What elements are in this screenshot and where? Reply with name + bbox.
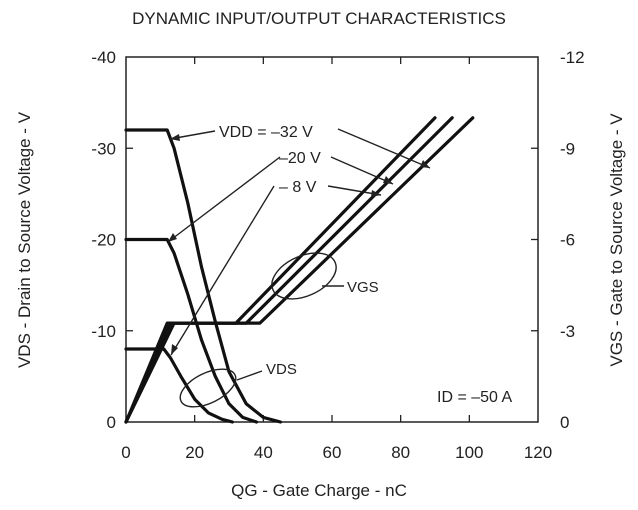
y-left-tick-label: -40 [91, 48, 116, 67]
y-left-tick-label: -20 [91, 231, 116, 250]
y-right-tick-label: -12 [560, 48, 585, 67]
annotation-vds: VDS [266, 361, 297, 378]
y-right-tick-label: -6 [560, 231, 575, 250]
annotation-arrows [167, 128, 431, 408]
y-left-tick-label: 0 [107, 413, 116, 432]
y-right-tick-label: -9 [560, 139, 575, 158]
series-line-vds-1 [124, 237, 259, 424]
y-axis-label-left: VDS - Drain to Source Voltage - V [15, 111, 34, 368]
series-line-vds-2 [124, 347, 234, 424]
tick-labels: 0 20 40 60 80 100 120 0 -10 -20 -30 -40 0 -3 -6 -9 -12 [91, 48, 584, 462]
series-line-vgs-5 [124, 116, 437, 424]
y-left-tick-label: -30 [91, 139, 116, 158]
x-tick-label: 100 [455, 443, 483, 462]
chart-title: DYNAMIC INPUT/OUTPUT CHARACTERISTICS [132, 9, 506, 28]
annotation-vdd-8: – 8 V [279, 179, 317, 196]
x-tick-label: 120 [524, 443, 552, 462]
x-tick-label: 20 [185, 443, 204, 462]
x-tick-label: 40 [254, 443, 273, 462]
x-tick-label: 80 [391, 443, 410, 462]
x-tick-label: 60 [323, 443, 342, 462]
annotation-vgs: VGS [347, 279, 379, 296]
annotation-drain-current: ID = –50 A [437, 389, 512, 406]
annotation-vdd-20: –20 V [279, 150, 321, 167]
annotation-vdd-32: VDD = –32 V [219, 124, 313, 141]
y-right-tick-label: 0 [560, 413, 569, 432]
y-axis-label-right: VGS - Gate to Source Voltage - V [607, 113, 626, 367]
x-axis-label: QG - Gate Charge - nC [231, 481, 407, 500]
y-right-tick-label: -3 [560, 322, 575, 341]
x-tick-label: 0 [121, 443, 130, 462]
y-left-tick-label: -10 [91, 322, 116, 341]
annotation-arrowheads [168, 134, 430, 355]
